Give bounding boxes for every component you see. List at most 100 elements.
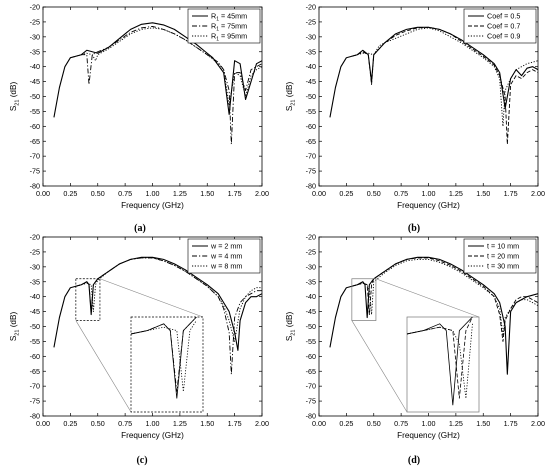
y-tick-label: -50 [30, 92, 40, 101]
x-tick-label: 0.00 [36, 189, 50, 198]
legend-label: Coef = 0.5 [487, 12, 520, 21]
y-tick-label: -30 [30, 32, 40, 41]
zoom-connector [75, 320, 132, 413]
x-tick-label: 1.50 [476, 189, 490, 198]
panel-label: (a) [134, 223, 146, 234]
y-tick-label: -50 [306, 322, 316, 331]
zoom-connector [99, 278, 204, 318]
y-tick-label: -40 [306, 62, 316, 71]
y-tick-label: -60 [306, 352, 316, 361]
y-tick-label: -55 [306, 107, 316, 116]
y-tick-label: -55 [30, 337, 40, 346]
zoom-connector [351, 320, 408, 413]
x-tick-label: 1.25 [173, 189, 187, 198]
x-tick-label: 1.00 [422, 189, 436, 198]
y-axis-label: S21 (dB) [285, 312, 297, 342]
x-tick-label: 0.00 [312, 189, 326, 198]
x-tick-label: 0.50 [367, 189, 381, 198]
x-tick-label: 1.25 [449, 189, 463, 198]
y-tick-label: -45 [306, 307, 316, 316]
y-tick-label: -60 [30, 352, 40, 361]
x-tick-label: 1.50 [200, 419, 214, 428]
y-tick-label: -80 [30, 182, 40, 191]
y-tick-label: -45 [306, 77, 316, 86]
x-tick-label: 1.50 [476, 419, 490, 428]
x-tick-label: 1.75 [228, 189, 242, 198]
y-tick-label: -65 [30, 367, 40, 376]
y-tick-label: -70 [306, 382, 316, 391]
x-tick-label: 1.50 [200, 189, 214, 198]
y-tick-label: -25 [306, 247, 316, 256]
panel-label: (d) [408, 455, 420, 466]
y-tick-label: -80 [30, 412, 40, 421]
x-axis-label: Frequency (GHz) [121, 431, 184, 440]
y-tick-label: -35 [306, 277, 316, 286]
zoom-region-box [351, 278, 377, 321]
series-line-3 [75, 257, 262, 342]
y-tick-label: -75 [30, 397, 40, 406]
y-tick-label: -30 [306, 32, 316, 41]
zoom-region-box [75, 278, 101, 321]
y-tick-label: -40 [30, 292, 40, 301]
chart-panel-c: 0.00 0.25 0.50 0.75 1.00 1.25 1.50 1.75 2.00 -20 -… [9, 233, 269, 467]
y-tick-label: -20 [30, 3, 40, 12]
x-tick-label: 2.00 [255, 419, 269, 428]
y-tick-label: -55 [306, 337, 316, 346]
series-group [53, 256, 262, 375]
series-group [53, 22, 262, 145]
series-line-3 [70, 27, 262, 106]
y-tick-label: -75 [306, 397, 316, 406]
legend-label: R1 = 45mm [211, 12, 247, 23]
legend: w = 2 mmw = 4 mmw = 8 mm [187, 238, 261, 274]
y-tick-label: -75 [30, 167, 40, 176]
x-tick-label: 0.50 [91, 189, 105, 198]
x-tick-label: 0.25 [339, 419, 353, 428]
legend-label: w = 8 mm [210, 262, 242, 271]
legend-label: t = 10 mm [487, 242, 519, 251]
x-tick-label: 0.75 [394, 189, 408, 198]
x-tick-label: 0.50 [367, 419, 381, 428]
x-tick-label: 1.25 [449, 419, 463, 428]
y-tick-label: -80 [306, 412, 316, 421]
y-tick-label: -70 [30, 382, 40, 391]
y-tick-label: -70 [30, 152, 40, 161]
y-tick-label: -40 [30, 62, 40, 71]
y-tick-label: -25 [306, 17, 316, 26]
y-tick-label: -30 [306, 262, 316, 271]
y-tick-label: -60 [30, 122, 40, 131]
legend-label: Coef = 0.9 [487, 32, 520, 41]
x-tick-label: 1.00 [146, 189, 160, 198]
series-line-3 [351, 27, 538, 127]
y-tick-label: -40 [306, 292, 316, 301]
y-tick-label: -60 [306, 122, 316, 131]
y-tick-label: -45 [30, 77, 40, 86]
y-tick-label: -70 [306, 152, 316, 161]
legend-label: w = 4 mm [210, 252, 242, 261]
x-tick-label: 1.75 [228, 419, 242, 428]
y-tick-label: -25 [30, 247, 40, 256]
series-line-2 [75, 257, 262, 375]
x-tick-label: 1.75 [504, 189, 518, 198]
y-tick-label: -20 [306, 3, 316, 12]
inset-box [406, 316, 480, 413]
x-tick-label: 0.25 [63, 189, 77, 198]
panel-label: (b) [408, 223, 420, 234]
x-axis-label: Frequency (GHz) [121, 201, 184, 210]
series-line-2 [351, 257, 538, 342]
legend: t = 10 mmt = 20 mmt = 30 mm [463, 238, 537, 274]
x-tick-label: 0.00 [36, 419, 50, 428]
x-tick-label: 0.25 [63, 419, 77, 428]
x-tick-label: 2.00 [531, 419, 545, 428]
legend-label: t = 20 mm [487, 252, 519, 261]
y-tick-label: -30 [30, 262, 40, 271]
x-tick-label: 0.50 [91, 419, 105, 428]
chart-panel-d: 0.00 0.25 0.50 0.75 1.00 1.25 1.50 1.75 2.00 -20 -… [285, 233, 545, 467]
y-tick-label: -20 [306, 233, 316, 242]
x-axis-label: Frequency (GHz) [397, 201, 460, 210]
y-axis-label: S21 (dB) [9, 312, 21, 342]
y-tick-label: -35 [30, 47, 40, 56]
